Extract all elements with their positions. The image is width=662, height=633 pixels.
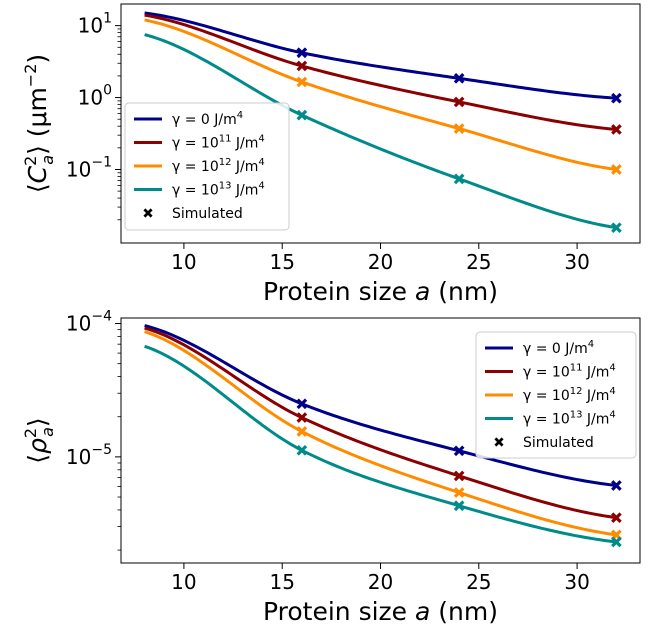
- legend-simulated-marker: [494, 437, 504, 447]
- x-tick-label: 10: [171, 250, 196, 274]
- simulated-marker-shape: [453, 470, 465, 482]
- series-line-1: [144, 11, 617, 100]
- simulated-marker-shape: [611, 164, 622, 175]
- x-tick-label: 25: [466, 570, 491, 594]
- y-tick-label: 101: [78, 11, 112, 38]
- simulated-marker-shape: [611, 124, 622, 135]
- simulated-marker: [611, 536, 622, 548]
- y-tick-label: 100: [78, 83, 112, 110]
- simulated-marker: [611, 92, 622, 104]
- simulated-marker-shape: [296, 412, 308, 423]
- simulated-marker: [296, 60, 308, 72]
- simulated-marker: [453, 123, 465, 134]
- legend-label-4: γ = 1013 J/m4: [172, 181, 265, 199]
- legend-label-2: γ = 1011 J/m4: [523, 363, 616, 381]
- legend-label-4: γ = 1013 J/m4: [523, 410, 616, 428]
- x-tick-label: 20: [368, 250, 393, 274]
- simulated-marker: [296, 426, 308, 437]
- simulated-marker-shape: [296, 426, 308, 437]
- simulated-marker: [296, 412, 308, 423]
- simulated-marker: [453, 487, 465, 498]
- simulated-marker-shape: [296, 76, 308, 88]
- y-axis-title: ⟨ρ2a⟩: [21, 417, 57, 463]
- series-line-2: [144, 326, 617, 520]
- legend-label-3: γ = 1012 J/m4: [523, 386, 616, 404]
- legend-simulated-marker-shape: [494, 437, 504, 447]
- simulated-marker-shape: [611, 536, 622, 548]
- plot-frame: [120, 317, 641, 564]
- simulated-marker-shape: [453, 173, 465, 185]
- legend-label-1: γ = 0 J/m4: [172, 110, 243, 128]
- legend-simulated-marker-shape: [143, 208, 153, 218]
- plot-frame: [120, 3, 641, 244]
- y-axis-title: ⟨C2a⟩ (μm−2): [21, 54, 57, 193]
- simulated-marker-shape: [611, 92, 622, 104]
- series-line-4: [144, 344, 617, 544]
- legend-simulated-marker: [143, 208, 153, 218]
- simulated-marker: [296, 444, 308, 456]
- simulated-marker-shape: [611, 512, 622, 523]
- legend-box: [124, 102, 290, 231]
- simulated-marker: [611, 512, 622, 523]
- x-tick-label: 15: [269, 250, 294, 274]
- simulated-marker: [611, 164, 622, 175]
- series-line-4: [144, 33, 617, 230]
- legend-label-2: γ = 1011 J/m4: [172, 134, 265, 152]
- simulated-marker: [296, 109, 308, 121]
- simulated-marker-shape: [453, 500, 465, 512]
- simulated-marker: [453, 96, 465, 108]
- x-tick-label: 30: [564, 570, 589, 594]
- simulated-marker-shape: [611, 222, 622, 234]
- simulated-marker: [453, 445, 465, 457]
- simulated-marker: [296, 398, 308, 410]
- legend-box: [475, 331, 637, 459]
- x-axis-title: Protein size a (nm): [263, 277, 498, 306]
- x-tick-label: 10: [171, 570, 196, 594]
- simulated-marker: [296, 76, 308, 88]
- simulated-marker-shape: [453, 123, 465, 134]
- x-tick-label: 20: [368, 570, 393, 594]
- legend-label-1: γ = 0 J/m4: [523, 339, 594, 357]
- series-line-3: [144, 330, 617, 537]
- simulated-marker: [611, 124, 622, 135]
- x-tick-label: 25: [466, 250, 491, 274]
- simulated-marker-shape: [296, 60, 308, 72]
- legend-label-3: γ = 1012 J/m4: [172, 157, 265, 175]
- simulated-marker-shape: [453, 445, 465, 457]
- simulated-marker: [296, 47, 308, 59]
- simulated-marker-shape: [453, 96, 465, 108]
- chart-panel-2: 10−4 10−5 10 15 20 25 30 Protein size a (nm) ⟨ρ2…: [21, 309, 641, 626]
- simulated-marker: [611, 480, 622, 491]
- y-tick-label: 10−4: [66, 309, 112, 336]
- legend: γ = 0 J/m4 γ = 1011 J/m4 γ = 1012 J/m4 γ = …: [124, 102, 290, 231]
- simulated-marker: [453, 173, 465, 185]
- y-tick-label: 10−5: [66, 442, 112, 469]
- series-line-3: [144, 18, 617, 171]
- legend-label-simulated: Simulated: [523, 435, 594, 451]
- x-tick-label: 30: [564, 250, 589, 274]
- legend: γ = 0 J/m4 γ = 1011 J/m4 γ = 1012 J/m4 γ = …: [475, 331, 637, 459]
- legend-label-simulated: Simulated: [172, 206, 243, 222]
- simulated-marker-shape: [296, 47, 308, 59]
- simulated-marker-shape: [296, 109, 308, 121]
- x-tick-label: 15: [269, 570, 294, 594]
- simulated-marker-shape: [296, 398, 308, 410]
- chart-panel-1: 101 100 10−1 10 15 20 25 30 Protein size a (nm) ⟨…: [21, 3, 641, 306]
- y-tick-label: 10−1: [66, 154, 112, 181]
- simulated-marker-shape: [453, 73, 465, 84]
- series-line-1: [144, 324, 617, 487]
- simulated-marker-shape: [296, 444, 308, 456]
- simulated-marker: [453, 500, 465, 512]
- series-line-2: [144, 13, 617, 131]
- simulated-marker: [453, 73, 465, 84]
- simulated-marker: [611, 222, 622, 234]
- x-axis-title: Protein size a (nm): [263, 597, 498, 626]
- simulated-marker-shape: [611, 480, 622, 491]
- simulated-marker-shape: [453, 487, 465, 498]
- simulated-marker: [453, 470, 465, 482]
